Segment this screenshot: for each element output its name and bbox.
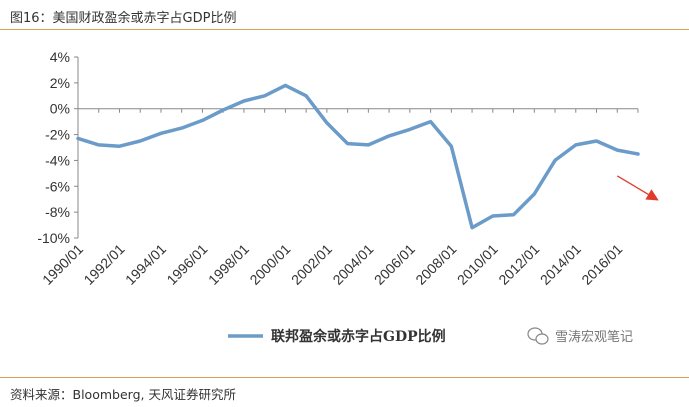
- annotation-layer: [616, 175, 659, 201]
- x-tick-label: 2004/01: [329, 241, 376, 288]
- x-tick-label: 2002/01: [288, 241, 335, 288]
- trend-arrow-shaft: [616, 175, 649, 195]
- bottom-rule: [0, 377, 689, 378]
- series-line: [76, 83, 640, 230]
- x-tick-label: 2000/01: [246, 241, 293, 288]
- series-layer: [76, 83, 640, 230]
- trend-arrow-head: [645, 189, 659, 201]
- x-tick-label: 2012/01: [495, 241, 542, 288]
- y-tick-label: -2%: [45, 127, 70, 143]
- y-tick-label: -8%: [45, 204, 70, 220]
- x-tick-label: 2010/01: [454, 241, 501, 288]
- y-tick-label: -6%: [45, 178, 70, 194]
- x-tick-label: 2006/01: [371, 241, 418, 288]
- x-tick-label: 1994/01: [122, 241, 169, 288]
- y-tick-label: 2%: [50, 75, 70, 91]
- x-tick-label: 2014/01: [537, 241, 584, 288]
- watermark-text: 雪涛宏观笔记: [555, 329, 633, 345]
- watermark: 雪涛宏观笔记: [527, 327, 633, 345]
- figure-title: 图16：美国财政盈余或赤字占GDP比例: [10, 11, 237, 26]
- top-rule: [0, 29, 689, 30]
- x-tick-label: 2016/01: [578, 241, 625, 288]
- x-tick-label: 1990/01: [39, 241, 86, 288]
- wechat-logo-icon: [527, 327, 549, 345]
- source-note: 资料来源：Bloomberg, 天风证券研究所: [10, 387, 236, 402]
- y-tick-label: -4%: [45, 152, 70, 168]
- y-tick-label: 4%: [50, 49, 70, 65]
- y-tick-label: 0%: [50, 101, 70, 117]
- x-tick-label: 1996/01: [163, 241, 210, 288]
- chart-axes: [77, 57, 638, 238]
- y-tick-labels: 4% 2% 0% -2% -4% -6% -8% -10%: [37, 49, 78, 246]
- legend: 联邦盈余或赤字占GDP比例: [228, 328, 446, 345]
- y-tick-label: -10%: [37, 230, 70, 246]
- x-tick-label: 1998/01: [205, 241, 252, 288]
- legend-label: 联邦盈余或赤字占GDP比例: [271, 328, 446, 345]
- x-tick-label: 2008/01: [412, 241, 459, 288]
- x-tick-label: 1992/01: [81, 241, 128, 288]
- line-chart: 4%2%0%-2%-4%-6%-8%-10% 1990/011992/01199…: [37, 49, 659, 345]
